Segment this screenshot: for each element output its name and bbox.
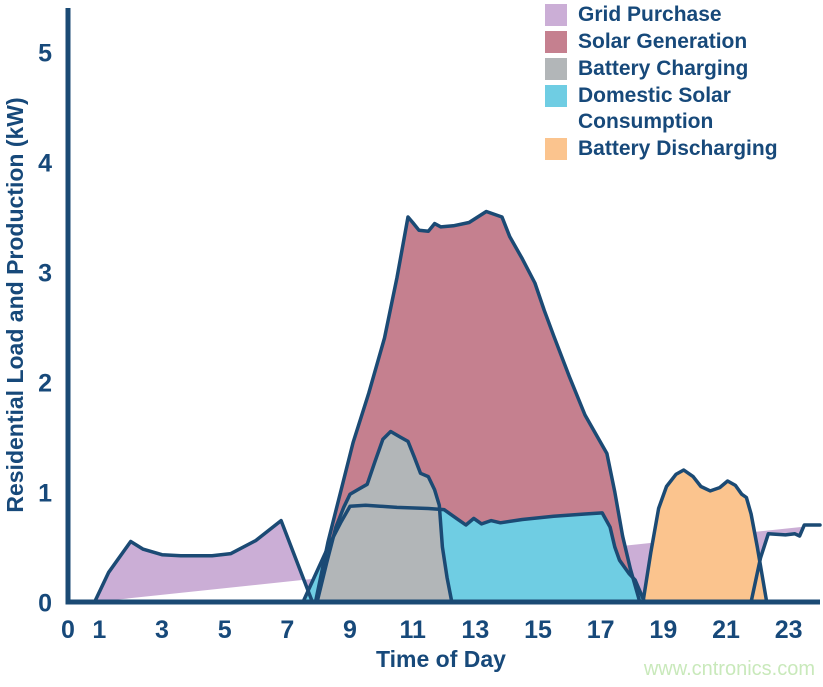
x-tick-label: 11 bbox=[399, 616, 426, 644]
x-tick-label: 17 bbox=[587, 616, 615, 644]
x-tick-label: 1 bbox=[92, 616, 106, 644]
x-tick-label: 7 bbox=[280, 616, 294, 644]
legend-label: Domestic Solar Consumption bbox=[578, 84, 731, 133]
x-axis-title: Time of Day bbox=[376, 646, 506, 672]
y-tick-label: 5 bbox=[38, 40, 52, 68]
axes bbox=[65, 8, 820, 605]
area-fills bbox=[94, 211, 821, 602]
y-tick-label: 0 bbox=[38, 590, 52, 618]
grid-purchase-swatch bbox=[545, 4, 567, 26]
legend: Grid Purchase Solar Generation Battery C… bbox=[545, 2, 813, 162]
y-tick-label: 3 bbox=[38, 260, 52, 288]
x-tick-label: 9 bbox=[343, 616, 357, 644]
x-tick-label: 23 bbox=[775, 616, 803, 644]
x-tick-label: 21 bbox=[712, 616, 740, 644]
legend-item-battery-discharging: Battery Discharging bbox=[545, 136, 813, 162]
outline-battery-charging bbox=[315, 429, 454, 604]
outline-domestic-solar-consumption bbox=[301, 503, 647, 604]
domestic-solar-consumption-swatch bbox=[545, 85, 567, 107]
watermark: www.cntronics.com bbox=[643, 658, 815, 680]
x-tick-label: 5 bbox=[218, 616, 232, 644]
legend-label: Grid Purchase bbox=[578, 3, 722, 26]
outline-solar-generation bbox=[313, 209, 642, 604]
x-tick-label: 0 bbox=[61, 616, 75, 644]
x-tick-label: 3 bbox=[155, 616, 169, 644]
y-tick-label: 4 bbox=[38, 150, 52, 178]
outline-battery-discharging bbox=[641, 468, 769, 604]
legend-item-solar-generation: Solar Generation bbox=[545, 29, 813, 55]
area-battery-charging bbox=[317, 431, 452, 602]
battery-discharging-swatch bbox=[545, 138, 567, 160]
area-grid-purchase bbox=[94, 520, 821, 602]
legend-label: Solar Generation bbox=[578, 30, 748, 53]
area-outlines bbox=[92, 209, 822, 604]
x-tick-label: 15 bbox=[524, 616, 552, 644]
outline-grid-purchase bbox=[92, 518, 822, 604]
legend-item-battery-charging: Battery Charging bbox=[545, 56, 813, 82]
solar-generation-swatch bbox=[545, 31, 567, 53]
x-tick-label: 13 bbox=[461, 616, 489, 644]
y-axis-title: Residential Load and Production (kW) bbox=[2, 97, 28, 512]
legend-label: Battery Charging bbox=[578, 57, 749, 80]
legend-item-grid-purchase: Grid Purchase bbox=[545, 2, 813, 28]
y-tick-label: 2 bbox=[38, 370, 52, 398]
x-tick-label: 19 bbox=[649, 616, 677, 644]
battery-charging-swatch bbox=[545, 58, 567, 80]
legend-label: Battery Discharging bbox=[578, 137, 778, 160]
y-tick-label: 1 bbox=[38, 480, 52, 508]
legend-item-domestic-solar-consumption: Domestic Solar Consumption bbox=[545, 83, 813, 135]
area-battery-discharging bbox=[643, 470, 767, 602]
